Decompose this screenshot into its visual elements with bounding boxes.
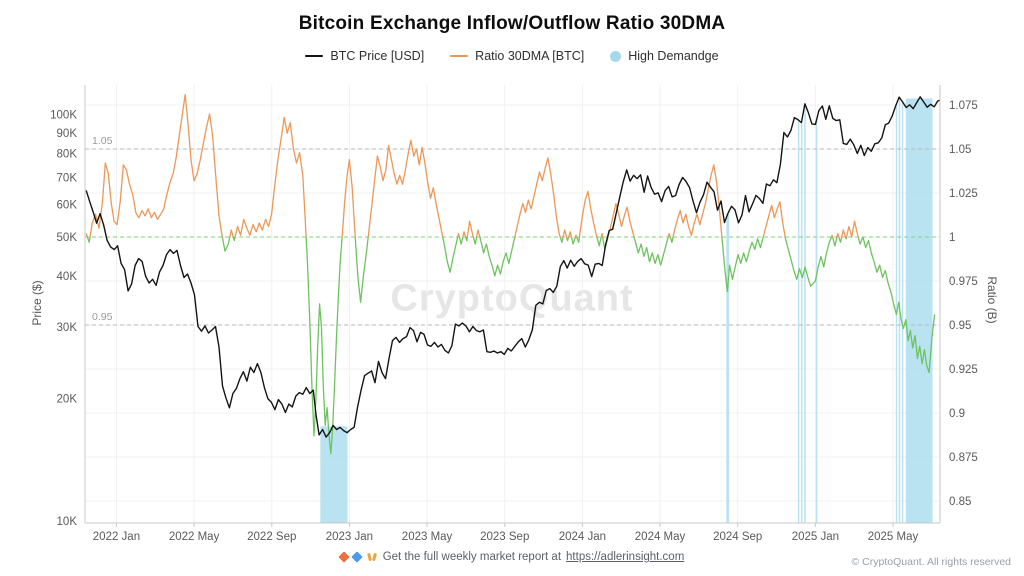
ratio-tick-label: 1 — [949, 232, 955, 244]
price-tick-label: 40K — [57, 271, 78, 283]
ratio-tick-label: 0.975 — [949, 276, 978, 288]
price-tick-label: 90K — [57, 128, 78, 140]
footer: Get the full weekly market report at htt… — [0, 551, 1024, 563]
x-tick-label: 2025 Jan — [792, 531, 839, 543]
x-tick-label: 2023 Jan — [326, 531, 373, 543]
footer-link[interactable]: https://adlerinsight.com — [566, 551, 685, 563]
legend-item-ratio: Ratio 30DMA [BTC] — [450, 49, 584, 63]
legend-label-ratio: Ratio 30DMA [BTC] — [475, 49, 585, 63]
ratio-tick-label: 1.05 — [949, 144, 971, 156]
x-tick-label: 2024 Jan — [559, 531, 606, 543]
price-tick-label: 30K — [57, 322, 78, 334]
ratio-tick-label: 0.85 — [949, 496, 971, 508]
ratio-tick-label: 1.075 — [949, 100, 978, 112]
price-tick-label: 80K — [57, 149, 78, 161]
x-tick-label: 2024 May — [635, 531, 686, 543]
price-axis-title: Price ($) — [30, 280, 44, 326]
threshold-label: 0.95 — [92, 311, 113, 323]
axes — [84, 85, 941, 527]
price-tick-label: 50K — [57, 232, 78, 244]
raised-hands-icon — [366, 552, 377, 562]
high-demand-band — [320, 426, 348, 523]
price-tick-label: 100K — [50, 109, 77, 121]
ratio-line-swatch — [450, 54, 469, 58]
price-tick-label: 60K — [57, 200, 78, 212]
gridlines — [85, 85, 940, 523]
chart-title: Bitcoin Exchange Inflow/Outflow Ratio 30… — [298, 13, 726, 34]
ratio-tick-label: 0.925 — [949, 364, 978, 376]
reference-lines: 1.05 0.95 — [85, 135, 940, 326]
high-demand-band — [815, 119, 818, 523]
x-tick-label: 2022 Sep — [247, 531, 296, 543]
price-tick-label: 70K — [57, 172, 78, 184]
threshold-label: 1.05 — [92, 135, 113, 147]
ratio-tick-label: 0.9 — [949, 408, 965, 420]
high-demand-band — [804, 103, 806, 523]
ratio-tick-label: 0.875 — [949, 452, 978, 464]
high-demand-band — [726, 213, 730, 523]
copyright: © CryptoQuant. All rights reserved — [851, 556, 1011, 568]
price-tick-label: 20K — [57, 394, 78, 406]
legend-item-btc-price: BTC Price [USD] — [305, 49, 424, 63]
high-demand-band — [905, 98, 933, 524]
high-demand-dot-swatch — [610, 50, 622, 62]
legend-item-high-demand: High Demandge — [610, 49, 719, 63]
ratio-axis-title: Ratio (B) — [985, 276, 999, 324]
ratio-line-below-1 — [86, 237, 936, 455]
high-demand-band — [800, 121, 803, 523]
x-tick-label: 2022 May — [169, 531, 220, 543]
x-tick-label: 2022 Jan — [93, 531, 140, 543]
legend: BTC Price [USD] Ratio 30DMA [BTC] High D… — [0, 49, 1024, 63]
price-tick-label: 10K — [57, 516, 78, 528]
x-tick-label: 2023 Sep — [480, 531, 529, 543]
x-tick-label: 2025 May — [868, 531, 919, 543]
cryptoquant-watermark: CryptoQuant — [390, 277, 634, 320]
high-demand-bands — [320, 97, 933, 524]
high-demand-band — [797, 120, 800, 524]
ratio-line-above-1 — [85, 93, 864, 238]
x-tick-label: 2024 Sep — [713, 531, 762, 543]
blue-diamond-icon — [351, 551, 363, 563]
ratio-tick-label: 1.025 — [949, 188, 978, 200]
ratio-tick-label: 0.95 — [949, 320, 971, 332]
orange-diamond-icon — [338, 551, 350, 563]
footer-text: Get the full weekly market report at — [382, 551, 562, 563]
high-demand-band — [901, 101, 904, 523]
btc-price-line — [85, 96, 941, 438]
legend-label-high-demand: High Demandge — [628, 49, 719, 63]
legend-label-btc-price: BTC Price [USD] — [330, 49, 425, 63]
btc-price-line-swatch — [305, 54, 324, 58]
x-tick-label: 2023 May — [402, 531, 453, 543]
